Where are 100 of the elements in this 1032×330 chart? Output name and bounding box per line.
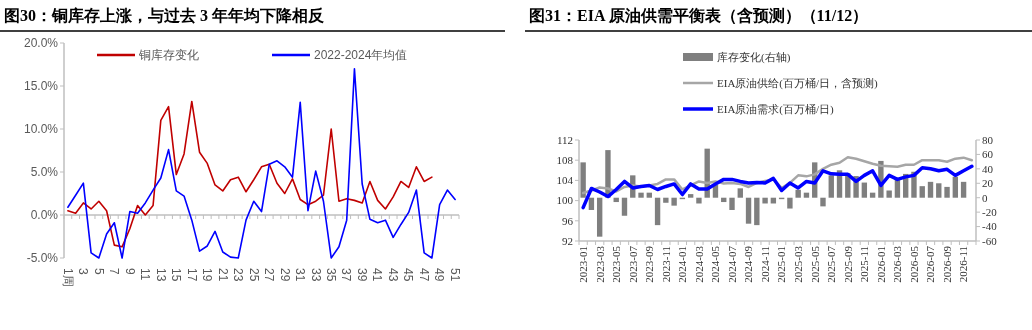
y-tick-label: 5.0% [30, 165, 59, 180]
line-series [67, 68, 456, 259]
y-tick-label: 10.0% [23, 122, 59, 137]
x-tick-label: 13 [153, 268, 168, 282]
bar [646, 192, 652, 198]
x-tick-label: 2024-05 [709, 245, 722, 283]
bar [869, 192, 876, 198]
legend-label: 库存变化(右轴) [717, 50, 791, 64]
x-tick-label: 43 [385, 268, 400, 282]
x-tick-label: 47 [416, 268, 431, 282]
y2-tick-label: 80 [982, 133, 994, 146]
bar [820, 197, 826, 207]
x-tick-label: 49 [432, 268, 447, 282]
x-tick-label: 5 [91, 268, 106, 275]
legend-label: 铜库存变化 [138, 48, 199, 63]
x-tick-label: 2024-09 [742, 245, 755, 283]
x-tick-label: 35 [324, 268, 339, 282]
bar [638, 192, 644, 198]
x-tick-label: 2024-07 [725, 245, 738, 283]
bar [960, 181, 967, 198]
x-tick-label: 2026-09 [940, 245, 953, 283]
x-tick-label: 25 [246, 268, 261, 282]
bar [687, 194, 694, 198]
y-tick-label: -5.0% [26, 251, 59, 266]
y-tick-label: 92 [562, 234, 573, 247]
x-tick-label: 2026-07 [924, 245, 937, 283]
bar [795, 189, 801, 198]
legend-label: 2022-2024年均值 [314, 48, 408, 63]
bar [944, 186, 950, 198]
x-tick-label: 2023-05 [610, 245, 623, 283]
x-tick-label: 2023-09 [643, 245, 656, 283]
x-tick-label: 2023-03 [593, 245, 606, 283]
bar [762, 197, 768, 204]
bar [588, 197, 595, 210]
x-tick-label: 2025-03 [792, 245, 805, 283]
x-tick-label: 2025-01 [775, 246, 788, 283]
bar [828, 175, 834, 198]
bar [654, 197, 661, 226]
y2-tick-label: -60 [982, 234, 998, 247]
x-tick-label: 2024-03 [692, 245, 705, 283]
bar [952, 176, 959, 198]
x-tick-label: 15 [169, 268, 184, 282]
bar [737, 188, 743, 198]
bar [927, 181, 934, 198]
x-tick-label: 2025-11 [858, 246, 871, 283]
x-tick-label: 2023-11 [659, 246, 672, 283]
x-tick-label: 33 [308, 268, 323, 282]
y2-tick-label: -20 [982, 205, 998, 218]
line-series [581, 164, 974, 210]
y-tick-label: 0.0% [30, 208, 59, 223]
y-tick-label: 112 [556, 133, 573, 146]
x-tick-label: 19 [200, 268, 215, 282]
y-tick-label: 15.0% [23, 79, 59, 94]
bar [671, 197, 677, 206]
chart-title: 图31：EIA 原油供需平衡表（含预测）（11/12） [529, 7, 869, 25]
y2-tick-label: 40 [982, 162, 994, 175]
x-tick-label: 2023-07 [626, 245, 639, 283]
bar [729, 197, 735, 210]
x-tick-label: 2025-09 [841, 245, 854, 283]
x-tick-label: 2026-05 [907, 245, 920, 283]
x-tick-label: 2026-11 [957, 246, 970, 283]
y-tick-label: 108 [556, 154, 574, 167]
x-tick-label: 29 [277, 268, 292, 282]
x-tick-label: 2026-01 [874, 246, 887, 283]
x-tick-label: 51 [447, 268, 462, 282]
x-tick-label: 39 [354, 268, 369, 282]
y-tick-label: 100 [556, 194, 574, 207]
bar [580, 162, 586, 198]
bar [663, 197, 669, 203]
x-tick-label: 7 [107, 268, 122, 275]
x-tick-label: 3 [76, 268, 91, 275]
chart-title: 图30：铜库存上涨，与过去 3 年年均下降相反 [4, 7, 325, 24]
bar [754, 197, 760, 226]
bar [621, 197, 628, 216]
x-tick-label: 11 [138, 268, 153, 281]
x-tick-label: 2026-03 [891, 245, 904, 283]
x-tick-label: 31 [293, 268, 308, 282]
y-tick-label: 20.0% [23, 36, 59, 51]
y2-tick-label: -40 [982, 220, 998, 233]
bar [696, 197, 702, 204]
x-tick-label: 21 [215, 268, 230, 282]
x-tick-label: 2023-01 [576, 246, 589, 283]
x-tick-label: 1周 [60, 268, 75, 287]
x-tick-label: 27 [262, 268, 277, 282]
line-series [67, 100, 433, 248]
y2-tick-label: 60 [982, 148, 994, 161]
y2-tick-label: 0 [982, 191, 988, 204]
x-tick-label: 2024-11 [758, 246, 771, 283]
legend-label: EIA原油需求(百万桶/日) [717, 102, 835, 116]
x-tick-label: 17 [184, 268, 199, 282]
bar [745, 197, 752, 224]
bar [596, 197, 603, 237]
x-tick-label: 9 [122, 268, 137, 275]
bar [861, 182, 868, 198]
bar [787, 197, 793, 209]
x-tick-label: 2024-01 [676, 246, 689, 283]
x-tick-label: 37 [339, 268, 354, 282]
x-tick-label: 45 [401, 268, 416, 282]
x-tick-label: 2025-05 [808, 245, 821, 283]
bar [886, 190, 892, 198]
